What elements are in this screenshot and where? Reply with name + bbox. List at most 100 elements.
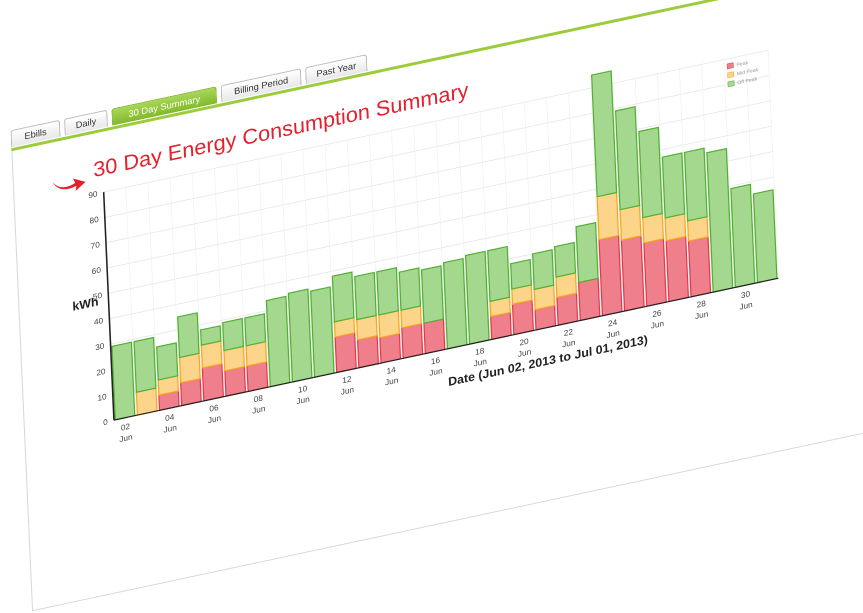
x-tick-day: 06 xyxy=(209,403,219,414)
bar-off-peak xyxy=(398,267,422,311)
x-tick-day: 02 xyxy=(121,422,131,433)
gridline-v xyxy=(546,97,558,326)
x-tick-month: Jun xyxy=(562,338,576,350)
bar-off-peak xyxy=(287,288,313,383)
gridline-v xyxy=(369,135,380,364)
gridline-v xyxy=(413,125,425,354)
x-tick-day: 16 xyxy=(431,356,441,367)
bar-peak xyxy=(224,365,247,397)
gridline-v xyxy=(236,163,248,392)
bar-peak xyxy=(401,323,424,360)
bar-off-peak xyxy=(683,147,708,222)
gridline-v xyxy=(634,78,646,307)
legend-swatch-mid-peak xyxy=(727,71,735,79)
bar-peak xyxy=(334,332,357,374)
y-tick-label: 70 xyxy=(90,240,100,251)
x-axis-line xyxy=(113,277,779,421)
legend-label: Mid Peak xyxy=(737,67,759,78)
gridline-v xyxy=(169,177,181,406)
gridline-v xyxy=(302,149,314,378)
gridline-v xyxy=(191,173,203,402)
gridline-v xyxy=(346,140,358,369)
x-tick-month: Jun xyxy=(518,347,532,359)
x-tick-month: Jun xyxy=(208,413,222,425)
gridline-v xyxy=(590,87,602,317)
x-tick-month: Jun xyxy=(163,423,177,435)
bar-peak xyxy=(665,235,690,303)
gridline-v xyxy=(435,121,447,350)
bar-off-peak xyxy=(638,126,663,219)
gridline-v xyxy=(524,102,535,331)
bar-off-peak xyxy=(331,271,355,323)
gridline-v xyxy=(324,144,336,373)
bar-off-peak xyxy=(376,266,399,316)
bar-peak xyxy=(201,363,224,402)
bar-off-peak xyxy=(442,257,468,350)
bar-off-peak xyxy=(222,317,245,352)
x-tick-month: Jun xyxy=(341,385,355,397)
bar-off-peak xyxy=(156,342,179,381)
x-tick-day: 30 xyxy=(741,289,751,300)
y-tick-label: 0 xyxy=(103,418,108,428)
bar-off-peak xyxy=(487,245,511,303)
y-tick-label: 10 xyxy=(97,392,107,403)
bar-peak xyxy=(577,277,601,322)
y-axis-title: kWh xyxy=(72,295,99,314)
gridline-v xyxy=(457,116,469,345)
gridline-v xyxy=(723,59,735,288)
y-tick-label: 30 xyxy=(95,342,105,353)
legend-label: Peak xyxy=(736,60,748,68)
bar-peak xyxy=(620,235,645,312)
bar-peak xyxy=(687,236,712,298)
bar-mid-peak xyxy=(619,204,642,241)
bar-off-peak xyxy=(244,313,267,347)
bar-peak xyxy=(643,238,667,308)
x-tick-day: 24 xyxy=(608,318,618,329)
x-tick-month: Jun xyxy=(252,404,266,416)
bar-peak xyxy=(379,332,402,364)
x-tick-day: 20 xyxy=(519,337,529,348)
y-axis: 0 10 20 30 40 50 60 70 80 90 xyxy=(88,190,108,428)
bar-off-peak xyxy=(553,241,577,278)
bar-off-peak xyxy=(133,336,157,394)
bar-off-peak xyxy=(661,152,686,219)
legend-swatch-peak xyxy=(726,62,734,70)
gridline-v xyxy=(125,187,137,416)
y-tick-label: 20 xyxy=(96,367,106,378)
gridline-v xyxy=(612,83,624,312)
x-tick-month: Jun xyxy=(429,366,443,378)
gridline-v xyxy=(501,106,513,336)
bar-off-peak xyxy=(575,221,599,284)
bar-off-peak xyxy=(614,105,641,211)
gridline-v xyxy=(679,69,691,298)
bar-off-peak xyxy=(531,249,555,291)
bar-off-peak xyxy=(510,258,532,290)
legend-swatch-off-peak xyxy=(727,80,735,88)
bar-mid-peak xyxy=(642,212,665,244)
bar-off-peak xyxy=(354,271,377,321)
bar-off-peak xyxy=(730,183,756,289)
bar-off-peak xyxy=(177,312,200,359)
legend-label: Off Peak xyxy=(737,76,758,86)
gridline-v xyxy=(280,154,292,383)
arrow-right-icon xyxy=(52,178,86,192)
x-tick-day: 26 xyxy=(652,308,662,319)
axes xyxy=(102,191,779,421)
bar-off-peak xyxy=(590,70,618,198)
gridline-v xyxy=(745,54,757,283)
bar-peak xyxy=(511,299,535,336)
x-tick-day: 14 xyxy=(386,365,396,376)
y-tick-label: 80 xyxy=(89,215,99,226)
bar-peak xyxy=(423,318,446,355)
gridline-v xyxy=(568,92,580,321)
bar-off-peak xyxy=(310,286,335,378)
bar-peak xyxy=(356,335,379,369)
bar-off-peak xyxy=(111,341,136,421)
x-tick-month: Jun xyxy=(385,376,399,388)
bar-mid-peak xyxy=(178,352,201,384)
gridline-v xyxy=(214,168,225,397)
x-tick-month: Jun xyxy=(606,328,620,340)
gridline-v xyxy=(767,50,779,279)
